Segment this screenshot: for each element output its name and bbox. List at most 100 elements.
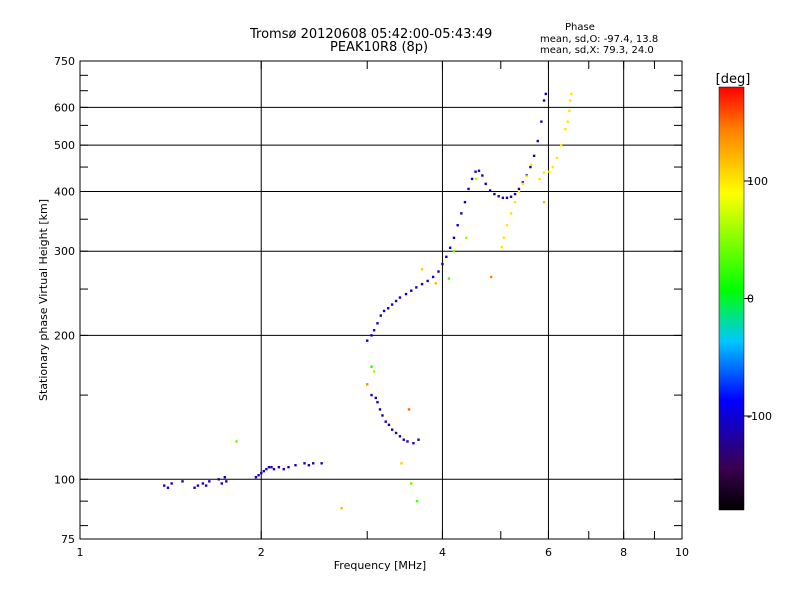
y-tick-label: 400 <box>54 185 75 198</box>
data-point-o <box>470 177 474 181</box>
data-point-o <box>277 465 281 469</box>
data-point-o <box>374 396 377 400</box>
data-point-x <box>521 182 525 186</box>
data-point-o <box>307 464 311 467</box>
data-point-x <box>235 440 238 443</box>
data-point-o <box>406 440 409 443</box>
data-point-o <box>441 262 444 266</box>
data-point-o <box>445 255 448 259</box>
plot-frame <box>79 60 683 540</box>
data-point-o <box>484 182 487 186</box>
data-point-o <box>540 120 543 123</box>
data-point-x <box>370 365 373 368</box>
data-point-o <box>521 181 525 184</box>
data-point-x <box>538 177 541 181</box>
data-point-o <box>417 438 420 441</box>
data-point-o <box>320 462 323 465</box>
data-point-x <box>509 212 513 215</box>
data-point-o <box>456 224 459 227</box>
data-point-x <box>420 268 424 271</box>
y-tick-label: 100 <box>54 473 75 486</box>
data-point-o <box>366 339 369 342</box>
data-point-o <box>452 236 456 240</box>
data-point-o <box>509 195 513 198</box>
data-point-o <box>379 314 383 317</box>
data-point-o <box>376 400 379 404</box>
data-point-o <box>370 393 373 397</box>
data-point-x <box>542 171 546 174</box>
data-point-o <box>477 169 481 172</box>
data-point-o <box>312 462 315 465</box>
data-point-o <box>294 464 297 467</box>
data-point-x <box>548 170 551 173</box>
data-point-o <box>412 441 415 445</box>
data-point-o <box>488 189 492 192</box>
data-point-x <box>410 482 413 485</box>
data-point-o <box>448 246 452 249</box>
x-tick-label: 6 <box>545 546 552 559</box>
data-point-o <box>181 480 184 483</box>
data-point-o <box>201 482 205 485</box>
colorbar: [deg] 100 0 -100 <box>716 72 772 511</box>
data-point-o <box>501 196 505 200</box>
data-point-o <box>193 486 196 489</box>
data-point-o <box>386 306 390 310</box>
data-point-x <box>372 370 376 373</box>
x-tick-label: 4 <box>439 546 446 559</box>
y-axis-label: Stationary phase Virtual Height [km] <box>37 199 50 401</box>
colorbar-gradient <box>718 86 745 511</box>
data-point-o <box>398 435 402 438</box>
data-point-o <box>223 476 227 479</box>
data-point-o <box>463 200 467 204</box>
data-point-o <box>387 423 391 427</box>
data-point-x <box>340 506 343 510</box>
data-point-o <box>536 139 539 143</box>
data-point-o <box>410 289 413 292</box>
stats-x-line: mean, sd,X: 79.3, 24.0 <box>540 45 654 56</box>
data-point-x <box>447 277 451 280</box>
data-point-o <box>170 482 173 485</box>
data-point-o <box>420 282 424 286</box>
data-point-x <box>525 175 528 178</box>
data-point-o <box>384 420 387 423</box>
y-tick-label: 200 <box>54 329 75 342</box>
data-point-o <box>381 414 384 417</box>
data-point-x <box>551 165 554 169</box>
data-point-o <box>303 462 306 465</box>
data-point-x <box>434 282 438 285</box>
data-point-o <box>415 286 418 289</box>
data-point-o <box>220 482 223 485</box>
data-point-o <box>460 212 463 215</box>
data-point-o <box>272 467 276 471</box>
stats-o-line: mean, sd,O: -97.4, 13.8 <box>540 34 659 45</box>
data-point-o <box>217 478 220 481</box>
data-point-o <box>474 170 477 173</box>
data-point-x <box>513 200 517 204</box>
data-point-o <box>426 279 429 283</box>
y-tick-label: 300 <box>54 245 75 258</box>
data-point-x <box>542 200 546 204</box>
data-point-x <box>566 120 569 123</box>
data-point-o <box>529 165 532 169</box>
y-tick-label: 750 <box>54 55 75 68</box>
data-point-x <box>400 462 403 465</box>
data-point-o <box>404 292 408 296</box>
x-tick-label: 2 <box>258 546 265 559</box>
data-point-o <box>208 480 211 483</box>
y-tick-label: 600 <box>54 101 75 114</box>
data-point-o <box>437 270 440 273</box>
x-tick-label: 8 <box>620 546 627 559</box>
colorbar-tick-label: -100 <box>747 410 772 423</box>
data-point-o <box>257 473 260 477</box>
data-point-x <box>366 383 369 386</box>
data-point-o <box>260 471 263 475</box>
x-tick-label: 1 <box>77 546 84 559</box>
data-point-o <box>497 195 500 198</box>
data-point-o <box>398 296 402 299</box>
data-point-o <box>493 192 496 196</box>
data-point-o <box>204 484 208 487</box>
y-tick-label: 500 <box>54 139 75 152</box>
data-point-o <box>402 438 405 441</box>
